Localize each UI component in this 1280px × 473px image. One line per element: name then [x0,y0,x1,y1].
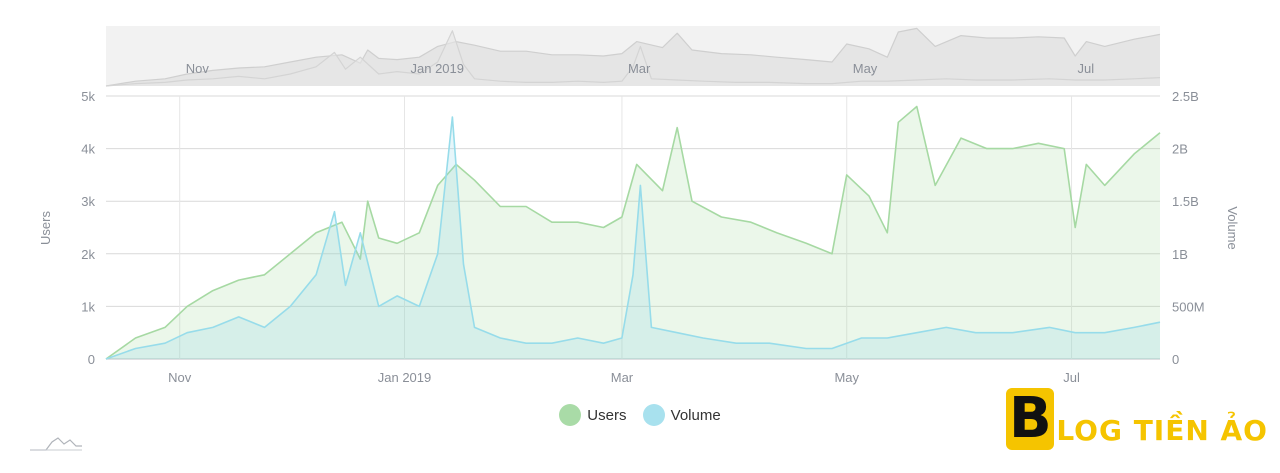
navigator[interactable]: Nov Jan 2019 Mar May Jul [105,26,1161,87]
x-tick-label: May [834,370,859,385]
series-users-line [105,105,1161,360]
y-left-tick-label: 0 [88,352,95,367]
legend-dot-users [559,404,582,426]
navigator-tick-label: Mar [628,61,651,76]
y-left-tick-label: 4k [81,142,95,157]
legend-dot-volume [642,404,665,426]
y-left-tick-label: 1k [81,299,95,314]
navigator-volume-line [105,30,1161,87]
x-tick-label: Nov [168,370,192,385]
series-volume-area [106,117,1160,359]
legend-label-users: Users [587,406,627,424]
y-left-tick-label: 3k [81,194,95,209]
mini-chart-icon [30,437,82,451]
watermark-logo: B LOG TIỀN ẢO [1006,388,1268,450]
navigator-tick-label: Nov [186,61,210,76]
navigator-tick-label: Jul [1078,61,1095,76]
y-right-tick-label: 1B [1172,247,1188,262]
navigator-volume-area [106,30,1160,86]
y-right-tick-label: 1.5B [1172,194,1199,209]
x-tick-label: Jul [1063,370,1080,385]
grid-lines [106,95,1160,360]
logo-letter: B [1006,388,1055,450]
y-right-tick-label: 0 [1172,352,1179,367]
y-right-tick-label: 2.5B [1172,89,1199,104]
y-left-axis-title: Users [38,211,53,245]
y-right-tick-label: 500M [1172,299,1205,314]
legend-item-volume[interactable]: Volume [642,404,721,426]
plot-area [105,105,1161,360]
legend-item-users[interactable]: Users [559,404,626,426]
legend-label-volume: Volume [670,406,721,424]
series-volume-line [105,116,1161,360]
x-tick-label: Jan 2019 [378,370,432,385]
y-right-axis-title: Volume [1225,206,1240,249]
navigator-tick-label: May [853,61,878,76]
series-users-area [106,106,1160,359]
y-right-tick-label: 2B [1172,142,1188,157]
axes: Nov Jan 2019 Mar May Jul 0 1k 2k 3k 4k 5k 0 500M 1B 1.… [38,89,1240,385]
x-tick-label: Mar [611,370,634,385]
navigator-tick-label: Jan 2019 [411,61,465,76]
logo-text: LOG TIỀN ẢO [1056,414,1268,447]
y-left-tick-label: 5k [81,89,95,104]
y-left-tick-label: 2k [81,247,95,262]
legend: Users Volume [0,404,1280,430]
navigator-users-line [105,27,1161,87]
